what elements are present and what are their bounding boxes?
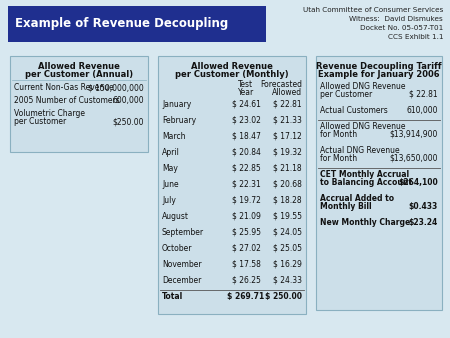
Text: Allowed: Allowed: [272, 88, 302, 97]
Text: Allowed Revenue: Allowed Revenue: [38, 62, 120, 71]
Text: $ 269.71: $ 269.71: [227, 292, 265, 301]
Text: $ 21.09: $ 21.09: [232, 212, 261, 221]
Text: $ 17.12: $ 17.12: [273, 132, 302, 141]
Text: $ 27.02: $ 27.02: [232, 244, 261, 253]
Text: Witness:  David Dismukes: Witness: David Dismukes: [349, 16, 443, 22]
Text: $ 19.55: $ 19.55: [273, 212, 302, 221]
Text: Monthly Bill: Monthly Bill: [320, 202, 372, 211]
Text: Docket No. 05-057-T01: Docket No. 05-057-T01: [360, 25, 443, 31]
FancyBboxPatch shape: [10, 56, 148, 152]
Text: $ 25.05: $ 25.05: [273, 244, 302, 253]
Text: April: April: [162, 148, 180, 157]
Text: Year: Year: [238, 88, 254, 97]
Text: Actual Customers: Actual Customers: [320, 106, 388, 115]
Text: $ 23.02: $ 23.02: [232, 116, 261, 125]
Text: $ 25.95: $ 25.95: [231, 228, 261, 237]
Text: per Customer: per Customer: [14, 117, 66, 126]
Text: November: November: [162, 260, 202, 269]
Text: $ 24.05: $ 24.05: [273, 228, 302, 237]
Text: $ 17.58: $ 17.58: [232, 260, 261, 269]
Text: $ 150,000,000: $ 150,000,000: [88, 83, 144, 92]
Text: New Monthly Charge: New Monthly Charge: [320, 218, 410, 227]
Text: Accrual Added to: Accrual Added to: [320, 194, 394, 203]
Text: Test: Test: [238, 80, 253, 89]
Text: July: July: [162, 196, 176, 205]
Text: Revenue Decoupling Tariff: Revenue Decoupling Tariff: [316, 62, 442, 71]
Text: $ 21.18: $ 21.18: [274, 164, 302, 173]
Text: Allowed DNG Revenue: Allowed DNG Revenue: [320, 82, 405, 91]
Text: $0.433: $0.433: [409, 202, 438, 211]
Text: $23.24: $23.24: [409, 218, 438, 227]
Text: $250.00: $250.00: [112, 117, 144, 126]
Text: for Month: for Month: [320, 154, 357, 163]
Text: Forecasted: Forecasted: [260, 80, 302, 89]
Text: $ 26.25: $ 26.25: [232, 276, 261, 285]
Text: $ 18.28: $ 18.28: [274, 196, 302, 205]
Text: 2005 Number of Customers: 2005 Number of Customers: [14, 96, 120, 105]
Text: $ 24.61: $ 24.61: [232, 100, 261, 109]
Text: $13,914,900: $13,914,900: [390, 130, 438, 139]
FancyBboxPatch shape: [8, 6, 266, 42]
Text: Allowed Revenue: Allowed Revenue: [191, 62, 273, 71]
Text: $ 24.33: $ 24.33: [273, 276, 302, 285]
Text: $ 20.84: $ 20.84: [232, 148, 261, 157]
Text: Volumetric Charge: Volumetric Charge: [14, 109, 85, 118]
Text: CET Monthly Accrual: CET Monthly Accrual: [320, 170, 409, 179]
Text: 600,000: 600,000: [112, 96, 144, 105]
Text: per Customer: per Customer: [320, 90, 372, 99]
FancyBboxPatch shape: [158, 56, 306, 314]
Text: $ 16.29: $ 16.29: [273, 260, 302, 269]
Text: September: September: [162, 228, 204, 237]
Text: Utah Committee of Consumer Services: Utah Committee of Consumer Services: [302, 7, 443, 13]
Text: Current Non-Gas Revenue: Current Non-Gas Revenue: [14, 83, 114, 92]
Text: October: October: [162, 244, 193, 253]
Text: Example for January 2006: Example for January 2006: [318, 70, 440, 79]
FancyBboxPatch shape: [316, 56, 442, 310]
Text: per Customer (Annual): per Customer (Annual): [25, 70, 133, 79]
Text: $ 22.31: $ 22.31: [232, 180, 261, 189]
Text: $ 22.81: $ 22.81: [410, 90, 438, 99]
Text: $ 18.47: $ 18.47: [232, 132, 261, 141]
Text: Allowed DNG Revenue: Allowed DNG Revenue: [320, 122, 405, 131]
Text: $ 19.32: $ 19.32: [273, 148, 302, 157]
Text: December: December: [162, 276, 202, 285]
Text: $ 19.72: $ 19.72: [232, 196, 261, 205]
Text: January: January: [162, 100, 191, 109]
Text: February: February: [162, 116, 196, 125]
Text: for Month: for Month: [320, 130, 357, 139]
Text: $ 250.00: $ 250.00: [265, 292, 302, 301]
Text: to Balancing Account: to Balancing Account: [320, 178, 412, 187]
Text: May: May: [162, 164, 178, 173]
Text: $ 20.68: $ 20.68: [273, 180, 302, 189]
Text: $264,100: $264,100: [398, 178, 438, 187]
Text: $ 22.85: $ 22.85: [232, 164, 261, 173]
Text: $13,650,000: $13,650,000: [390, 154, 438, 163]
Text: per Customer (Monthly): per Customer (Monthly): [175, 70, 289, 79]
Text: Actual DNG Revenue: Actual DNG Revenue: [320, 146, 400, 155]
Text: $ 21.33: $ 21.33: [273, 116, 302, 125]
Text: $ 22.81: $ 22.81: [274, 100, 302, 109]
Text: August: August: [162, 212, 189, 221]
Text: 610,000: 610,000: [406, 106, 438, 115]
Text: June: June: [162, 180, 179, 189]
Text: Total: Total: [162, 292, 183, 301]
Text: Example of Revenue Decoupling: Example of Revenue Decoupling: [15, 18, 228, 30]
Text: March: March: [162, 132, 185, 141]
Text: CCS Exhibit 1.1: CCS Exhibit 1.1: [387, 34, 443, 40]
